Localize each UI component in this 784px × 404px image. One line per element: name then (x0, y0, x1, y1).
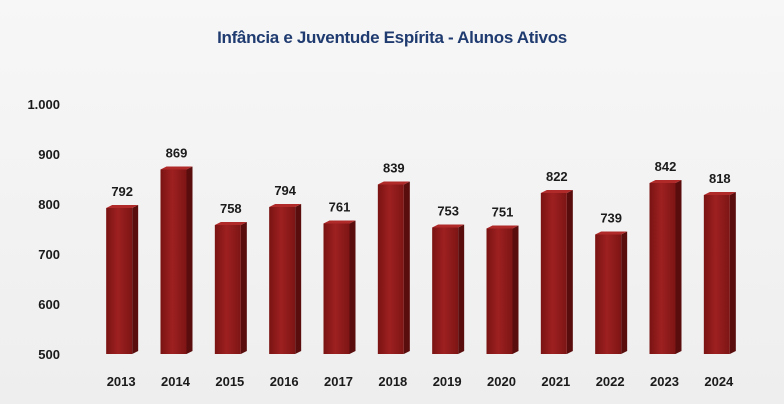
bar-side (458, 224, 465, 354)
bar-top (106, 205, 139, 208)
bar-top (649, 180, 682, 183)
bar-front (595, 234, 622, 354)
x-tick-label: 2022 (596, 374, 625, 389)
bar-side (566, 190, 573, 354)
bar-top (160, 166, 193, 170)
bar-top (377, 181, 410, 185)
bar-front (377, 184, 404, 354)
bar-top (323, 220, 356, 224)
y-tick-label: 800 (38, 197, 60, 212)
bar-front (269, 207, 296, 354)
bar-front (214, 225, 241, 354)
bar-front (649, 183, 676, 354)
data-label: 792 (111, 184, 133, 199)
bar-front (323, 223, 350, 354)
x-tick-label: 2023 (650, 374, 679, 389)
bar-top (432, 224, 465, 228)
chart-title: Infância e Juventude Espírita - Alunos A… (217, 28, 567, 47)
data-label: 758 (220, 201, 242, 216)
bar-side (186, 166, 193, 354)
bar-top (214, 222, 247, 225)
data-label: 842 (655, 159, 677, 174)
data-label: 753 (437, 204, 459, 219)
bar-top (595, 231, 628, 235)
data-label: 761 (329, 200, 351, 215)
bar-front (540, 193, 567, 354)
bar-side (621, 231, 628, 354)
x-tick-label: 2015 (215, 374, 244, 389)
y-tick-label: 1.000 (27, 97, 60, 112)
y-tick-label: 900 (38, 147, 60, 162)
x-tick-label: 2017 (324, 374, 353, 389)
bar-side (295, 204, 302, 354)
bar-2013 (106, 205, 139, 354)
bar-2014 (160, 166, 193, 354)
bar-side (132, 205, 139, 354)
bar-front (432, 227, 459, 354)
bar-2020 (486, 225, 519, 354)
bar-top (703, 192, 736, 195)
bar-2024 (703, 192, 736, 354)
y-tick-label: 600 (38, 297, 60, 312)
x-tick-label: 2016 (270, 374, 299, 389)
bar-2017 (323, 220, 356, 354)
bar-2019 (432, 224, 465, 354)
data-label: 869 (166, 146, 188, 161)
bar-side (403, 181, 410, 354)
bar-front (106, 208, 133, 354)
bar-top (486, 225, 519, 229)
bar-front (703, 195, 730, 354)
data-label: 751 (492, 205, 514, 220)
data-label: 794 (274, 183, 296, 198)
bar-2018 (377, 181, 410, 354)
bar-2022 (595, 231, 628, 354)
bar-side (349, 220, 356, 354)
y-tick-label: 700 (38, 247, 60, 262)
bar-side (729, 192, 736, 354)
y-tick-label: 500 (38, 347, 60, 362)
bar-front (160, 169, 187, 354)
data-label: 739 (600, 211, 622, 226)
x-tick-label: 2013 (107, 374, 136, 389)
x-tick-label: 2018 (378, 374, 407, 389)
bar-2015 (214, 222, 247, 354)
bar-front (486, 228, 513, 354)
bar-side (675, 180, 682, 354)
x-tick-label: 2024 (704, 374, 734, 389)
x-tick-label: 2019 (433, 374, 462, 389)
bar-side (240, 222, 247, 354)
bar-top (269, 204, 302, 207)
bar-2021 (540, 190, 573, 354)
bar-top (540, 190, 573, 193)
data-label: 839 (383, 161, 405, 176)
bar-2016 (269, 204, 302, 354)
bar-2023 (649, 180, 682, 354)
bar-side (512, 225, 519, 354)
data-label: 822 (546, 169, 568, 184)
x-tick-label: 2020 (487, 374, 516, 389)
x-tick-label: 2014 (161, 374, 191, 389)
data-label: 818 (709, 171, 731, 186)
x-tick-label: 2021 (541, 374, 570, 389)
